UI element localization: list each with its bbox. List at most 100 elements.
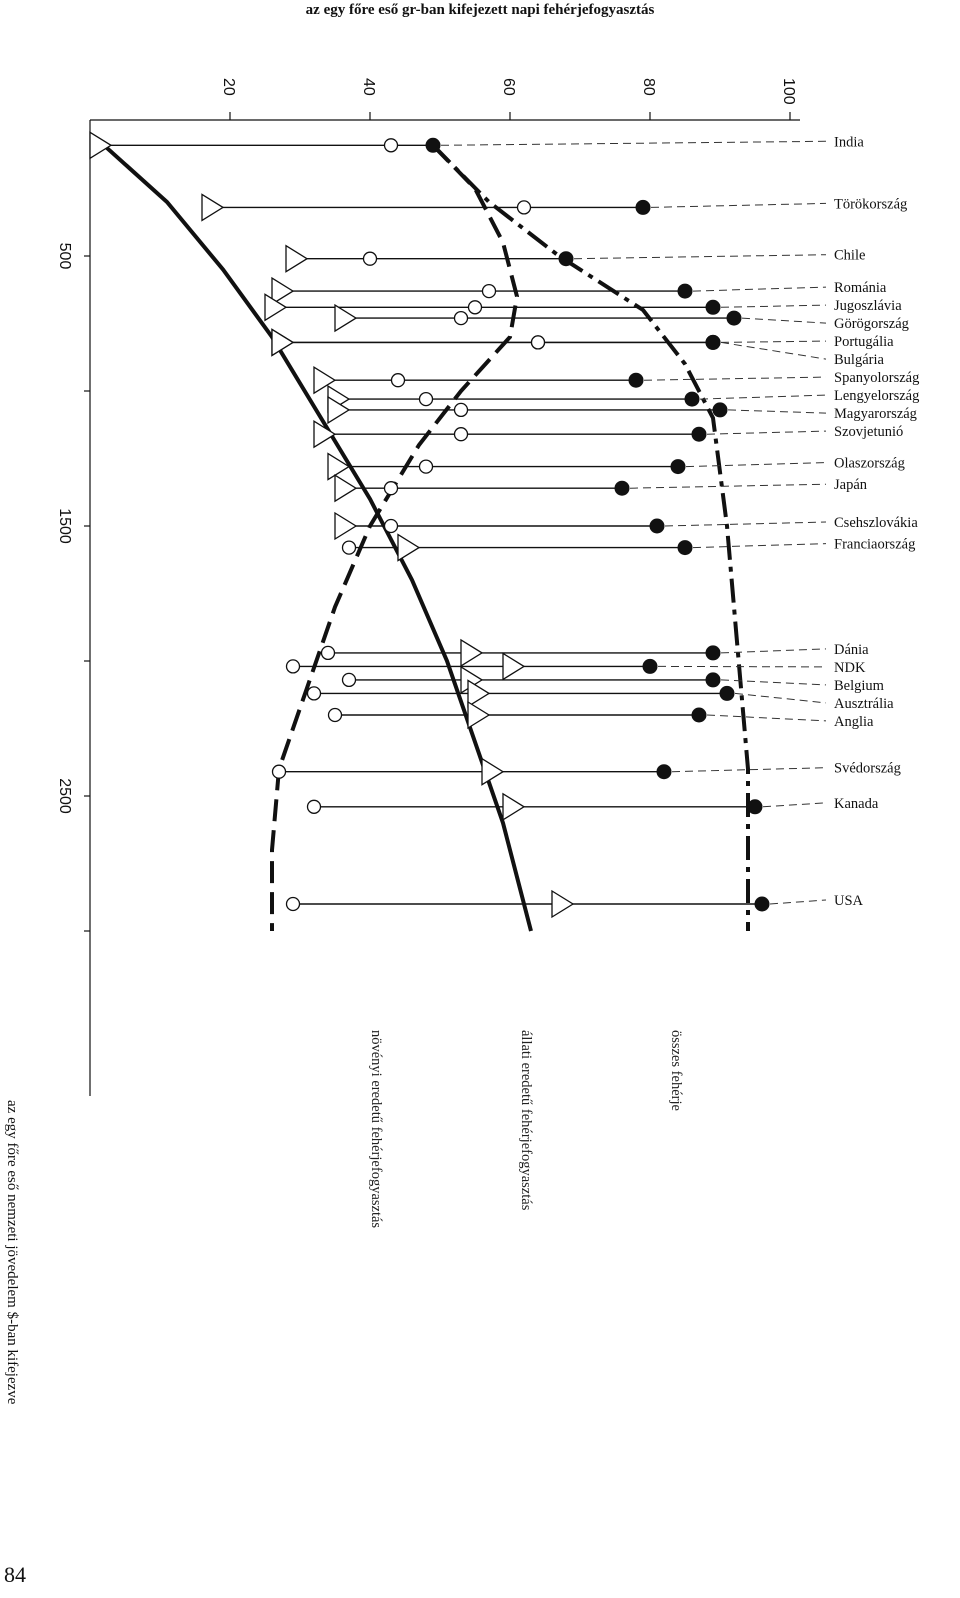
income-tick-label: 2500 [56,778,73,814]
plant-marker [320,645,336,661]
country-label: Lengyelország [834,388,919,404]
country-row: Görögország [334,303,909,333]
total-marker [642,658,658,674]
protein-tick-label: 40 [360,78,377,96]
animal-marker [467,700,491,730]
total-marker [705,645,721,661]
country-label: USA [834,893,864,909]
plant-marker [418,391,434,407]
plant-marker [285,896,301,912]
country-label: Dánia [834,642,869,658]
country-label: Franciaország [834,537,915,553]
animal-marker [313,366,337,395]
plant-protein-curve [270,143,520,931]
income-tick-label: 500 [56,243,73,270]
animal-marker [201,193,225,222]
plant-marker [516,200,532,215]
plant-marker [467,300,483,315]
country-row: Olaszország [327,452,905,481]
row-leader [685,462,827,468]
row-leader [692,543,827,549]
plant-marker [306,686,322,701]
total-marker [656,764,672,780]
page-number: 84 [4,1562,26,1587]
protein-tick-label: 80 [640,78,657,96]
country-label: Törökország [834,196,907,212]
total-marker [677,540,693,556]
country-label: Jugoszlávia [834,298,902,314]
legend: növényi eredetű fehérjefogyasztás állati … [368,1030,684,1228]
total-marker [677,283,693,299]
country-label: India [834,134,864,150]
row-leader [643,376,827,381]
country-label: Bulgária [834,352,884,368]
plant-marker [327,707,343,723]
protein-tick-label: 100 [780,78,797,105]
row-leader [699,394,827,400]
total-marker [754,896,770,912]
country-label: Chile [834,248,865,264]
trend-curves [102,143,750,932]
animal-marker [89,131,113,160]
animal-protein-curve [102,143,533,932]
row-leader [769,899,827,905]
country-label: Ausztrália [834,696,894,712]
country-label: Kanada [834,796,879,812]
country-row: Spanyolország [313,366,919,395]
row-leader [720,679,827,686]
animal-marker [271,328,295,357]
country-rows: India Törökország Chile Románia Jugoszlávia G… [89,131,919,919]
country-row: Ausztrália [306,679,894,712]
animal-marker [467,679,491,708]
animal-marker [481,757,505,786]
country-label: Szovjetunió [834,424,903,440]
animal-marker [551,889,575,919]
country-label: Csehszlovákia [834,515,918,531]
country-row: Svédország [271,757,901,786]
total-marker [425,137,441,153]
country-label: Anglia [834,714,874,730]
row-leader [720,648,827,654]
axes: 20 40 60 80 100 500 1500 2500 [56,78,800,1096]
total-marker [691,707,707,723]
total-protein-curve [431,143,750,931]
plant-marker [383,138,399,153]
country-row: USA [285,889,864,919]
plant-marker [383,481,399,496]
row-leader [706,430,827,435]
animal-marker [327,452,351,481]
country-row: Jugoszlávia [264,293,902,322]
country-label: NDK [834,660,866,676]
row-leader [720,340,827,343]
country-row: Törökország [201,193,907,222]
animal-marker [271,276,295,306]
x-axis-label: az egy főre eső nemzeti jövedelem $-ban … [4,1100,20,1405]
country-label: Görögország [834,316,909,332]
total-marker [705,299,721,315]
chart-title: az egy főre eső gr-ban kifejezett napi f… [305,2,655,18]
country-label: Svédország [834,761,901,777]
plant-marker [481,283,497,299]
row-leader [440,140,827,146]
plant-marker [362,251,378,266]
row-leader [650,202,827,208]
plant-marker [306,799,322,814]
animal-marker [502,792,526,821]
plant-marker [285,659,301,674]
country-label: Olaszország [834,456,905,472]
country-row: Csehszlovákia [334,511,918,541]
income-tick-label: 1500 [56,508,73,544]
animal-marker [327,395,351,425]
total-marker [726,310,742,326]
protein-tick-label: 20 [220,78,237,96]
animal-marker [313,420,337,449]
total-marker [684,391,700,407]
country-label: Belgium [834,678,885,694]
row-leader [762,802,827,808]
total-marker [558,251,574,267]
animal-marker [264,293,288,322]
plant-marker [341,672,357,688]
plant-marker [530,335,546,350]
protein-tick-label: 60 [500,78,517,96]
